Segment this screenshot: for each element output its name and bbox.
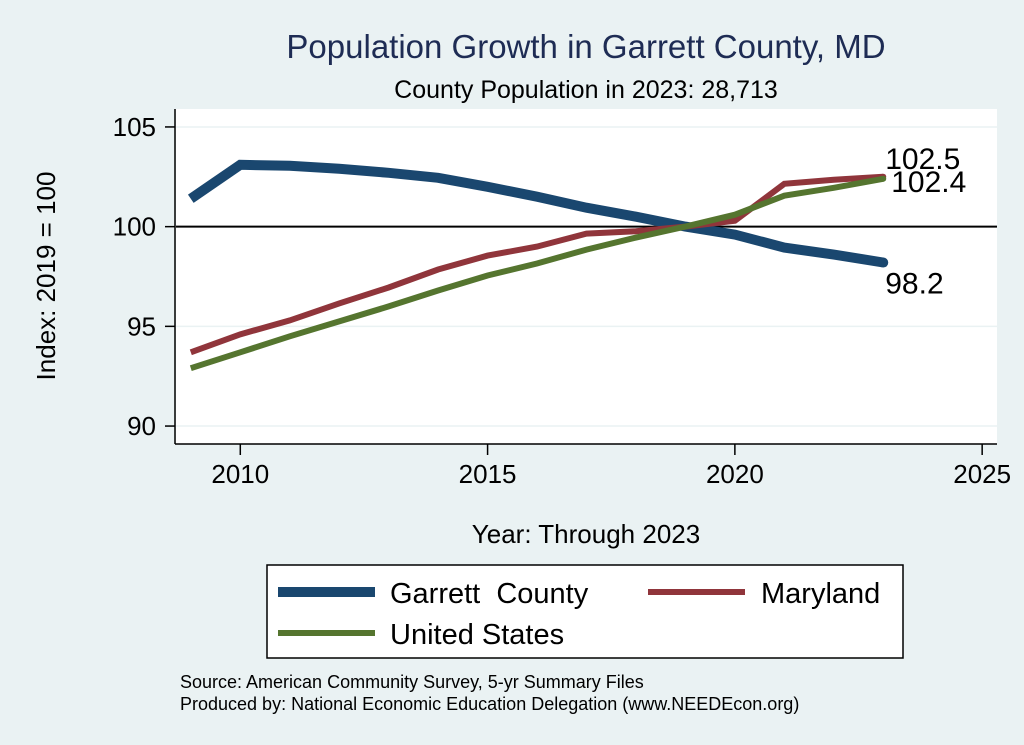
series-line-maryland xyxy=(189,173,884,356)
produced-by-note: Produced by: National Economic Education… xyxy=(180,694,799,714)
series-line-united-states xyxy=(189,175,884,372)
x-tick-label: 2020 xyxy=(706,459,764,489)
legend-box xyxy=(266,564,904,659)
legend-label-garrett: Garrett County xyxy=(390,578,589,610)
series-line-garrett-county xyxy=(187,159,884,268)
y-tick-label: 100 xyxy=(113,212,156,242)
series-end-point xyxy=(880,175,887,182)
x-tick-label: 2015 xyxy=(459,459,517,489)
series-group xyxy=(187,159,889,372)
source-note: Source: American Community Survey, 5-yr … xyxy=(180,672,644,692)
chart-title: Population Growth in Garrett County, MD xyxy=(286,28,885,65)
series-end-point xyxy=(878,257,889,268)
legend: Garrett County Maryland United States xyxy=(266,564,904,659)
x-tick-label: 2025 xyxy=(953,459,1011,489)
y-ticks: 90 95 100 105 xyxy=(113,112,175,441)
legend-label-united-states: United States xyxy=(390,619,564,651)
y-tick-label: 105 xyxy=(113,112,156,142)
chart-subtitle: County Population in 2023: 28,713 xyxy=(394,76,778,104)
end-label-united-states: 102.4 xyxy=(891,166,966,199)
end-label-maryland: 102.5 xyxy=(885,143,960,176)
plot-area xyxy=(176,109,997,444)
x-ticks: 2010 2015 2020 2025 xyxy=(211,444,1011,489)
legend-label-maryland: Maryland xyxy=(761,578,880,610)
y-tick-label: 90 xyxy=(127,411,156,441)
end-label-garrett-county: 98.2 xyxy=(885,268,943,301)
y-axis-title: Index: 2019 = 100 xyxy=(31,172,61,381)
y-tick-label: 95 xyxy=(127,311,156,341)
x-axis-title: Year: Through 2023 xyxy=(472,519,700,549)
x-tick-label: 2010 xyxy=(211,459,269,489)
